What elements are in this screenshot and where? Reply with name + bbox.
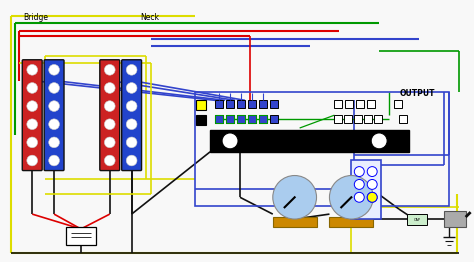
Bar — [226, 115, 234, 123]
Circle shape — [49, 64, 59, 75]
Circle shape — [49, 83, 59, 93]
Bar — [407, 214, 427, 225]
Bar — [259, 100, 267, 108]
Bar — [329, 217, 373, 227]
Bar — [374, 115, 382, 123]
Bar — [210, 130, 409, 152]
Bar — [196, 115, 206, 125]
Bar — [270, 115, 278, 123]
Circle shape — [49, 155, 59, 166]
Bar — [237, 115, 245, 123]
Bar — [215, 115, 223, 123]
Bar — [351, 160, 381, 219]
Circle shape — [104, 155, 115, 166]
Bar — [444, 211, 465, 227]
Text: CAP: CAP — [413, 218, 420, 222]
Bar — [215, 100, 223, 108]
Bar — [367, 100, 375, 108]
Bar — [66, 227, 96, 245]
Bar — [226, 115, 234, 123]
Circle shape — [27, 137, 37, 148]
FancyBboxPatch shape — [100, 60, 120, 171]
Bar — [335, 100, 342, 108]
Circle shape — [367, 167, 377, 177]
Bar — [226, 100, 234, 108]
Circle shape — [126, 119, 137, 130]
Circle shape — [126, 83, 137, 93]
Bar — [364, 115, 372, 123]
Circle shape — [371, 133, 387, 149]
Bar — [273, 217, 317, 227]
Circle shape — [126, 137, 137, 148]
Circle shape — [49, 119, 59, 130]
Bar — [356, 100, 364, 108]
Bar — [248, 100, 256, 108]
Circle shape — [104, 64, 115, 75]
Circle shape — [126, 101, 137, 111]
Circle shape — [126, 64, 137, 75]
Bar — [346, 100, 353, 108]
Circle shape — [222, 133, 238, 149]
Bar — [195, 92, 449, 206]
Bar — [354, 115, 362, 123]
Bar — [335, 115, 342, 123]
Circle shape — [104, 137, 115, 148]
FancyBboxPatch shape — [44, 60, 64, 171]
Circle shape — [273, 176, 317, 219]
Bar — [270, 100, 278, 108]
Bar — [248, 115, 256, 123]
Text: Neck: Neck — [141, 13, 160, 22]
Circle shape — [367, 192, 377, 202]
Circle shape — [27, 83, 37, 93]
Circle shape — [354, 179, 364, 189]
Bar — [259, 115, 267, 123]
Circle shape — [367, 192, 377, 202]
Circle shape — [27, 155, 37, 166]
FancyBboxPatch shape — [122, 60, 142, 171]
Bar — [345, 115, 352, 123]
Circle shape — [27, 119, 37, 130]
Circle shape — [367, 179, 377, 189]
Bar — [196, 100, 206, 110]
Circle shape — [49, 137, 59, 148]
Circle shape — [104, 83, 115, 93]
Circle shape — [27, 64, 37, 75]
Circle shape — [354, 192, 364, 202]
Circle shape — [354, 167, 364, 177]
Bar — [215, 115, 223, 123]
Bar — [237, 100, 245, 108]
Bar — [259, 115, 267, 123]
Bar — [248, 115, 256, 123]
Circle shape — [104, 101, 115, 111]
Circle shape — [104, 119, 115, 130]
Text: OUTPUT: OUTPUT — [400, 89, 435, 98]
Bar — [394, 100, 402, 108]
Circle shape — [126, 155, 137, 166]
Bar — [399, 115, 407, 123]
Text: Bridge: Bridge — [23, 13, 48, 22]
Circle shape — [49, 101, 59, 111]
Circle shape — [329, 176, 373, 219]
Circle shape — [27, 101, 37, 111]
FancyBboxPatch shape — [22, 60, 42, 171]
Bar — [237, 115, 245, 123]
